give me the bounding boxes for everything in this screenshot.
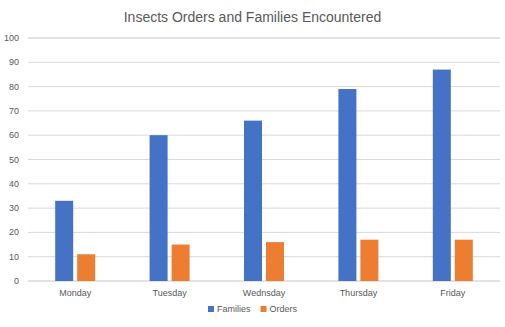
y-tick-label: 50 [9,155,19,165]
title: Insects Orders and Families Encountered [124,9,382,25]
range-top-line [28,38,500,39]
y-tick-label: 0 [14,276,19,286]
bar [150,135,168,281]
legend: Families Orders [208,304,298,314]
grid-line [28,86,500,87]
y-tick-label: 80 [9,82,19,92]
bar [172,245,190,281]
bar [244,121,262,281]
background [0,0,505,327]
y-tick-label: 70 [9,106,19,116]
x-tick-label: Thursday [340,288,378,298]
grid-line [28,62,500,63]
legend-swatch [261,306,267,312]
grid-line [28,159,500,160]
grid-line [28,281,500,282]
y-tick-label: 10 [9,252,19,262]
grid-line [28,183,500,184]
grid-line [28,208,500,209]
bar [360,240,378,281]
bar [455,240,473,281]
y-tick-label: 100 [4,33,19,43]
x-tick-label: Friday [440,288,466,298]
grid-line [28,135,500,136]
x-tick-label: Tuesday [153,288,188,298]
bars [55,70,473,281]
chart: Insects Orders and Families Encountered 0… [0,0,505,327]
x-tick-label: Wednsday [243,288,286,298]
y-tick-label: 30 [9,203,19,213]
bar [338,89,356,281]
bar [266,242,284,281]
y-tick-label: 20 [9,227,19,237]
y-tick-label: 90 [9,57,19,67]
legend-swatch [208,306,214,312]
legend-label: Orders [270,304,298,314]
grid-line [28,38,500,39]
grid-line [28,232,500,233]
x-axis-line [28,281,500,282]
grid-line [28,256,500,257]
grid-line [28,110,500,111]
legend-label: Families [217,304,251,314]
y-tick-label: 60 [9,130,19,140]
x-tick-label: Monday [59,288,92,298]
bar [55,201,73,281]
bar [77,254,95,281]
y-tick-label: 40 [9,179,19,189]
bar [433,70,451,281]
